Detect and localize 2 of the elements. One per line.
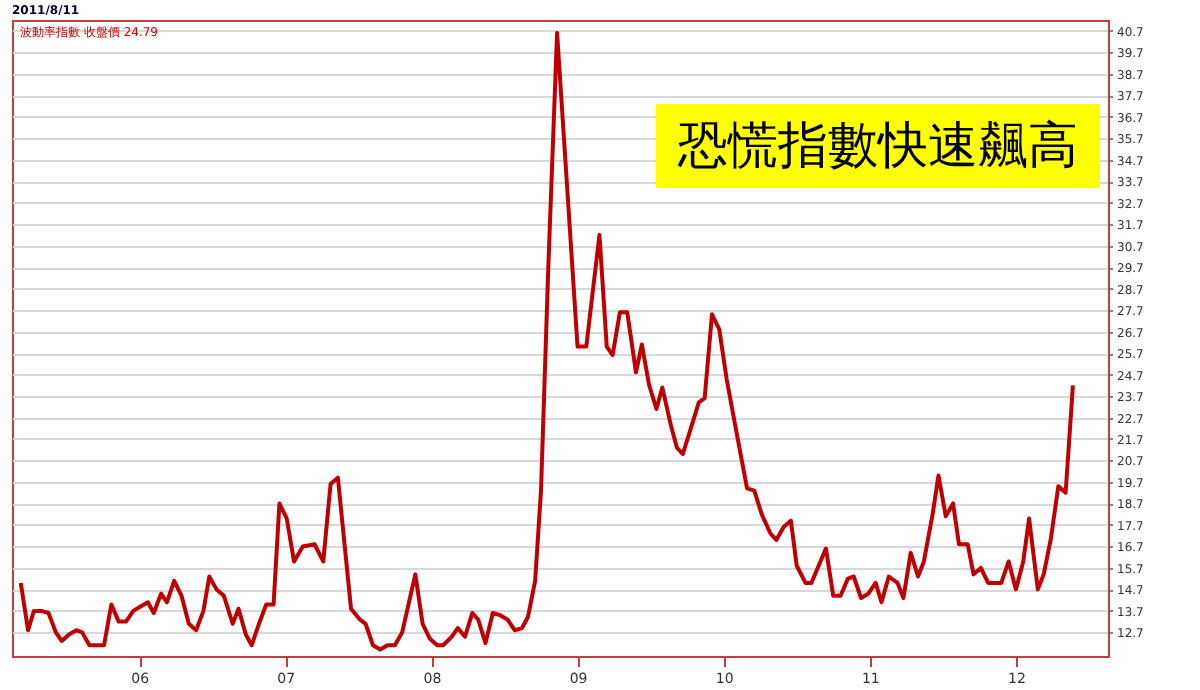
line-series [18,30,1075,652]
annotation: 恐慌指數快速飆高 [676,116,1078,174]
